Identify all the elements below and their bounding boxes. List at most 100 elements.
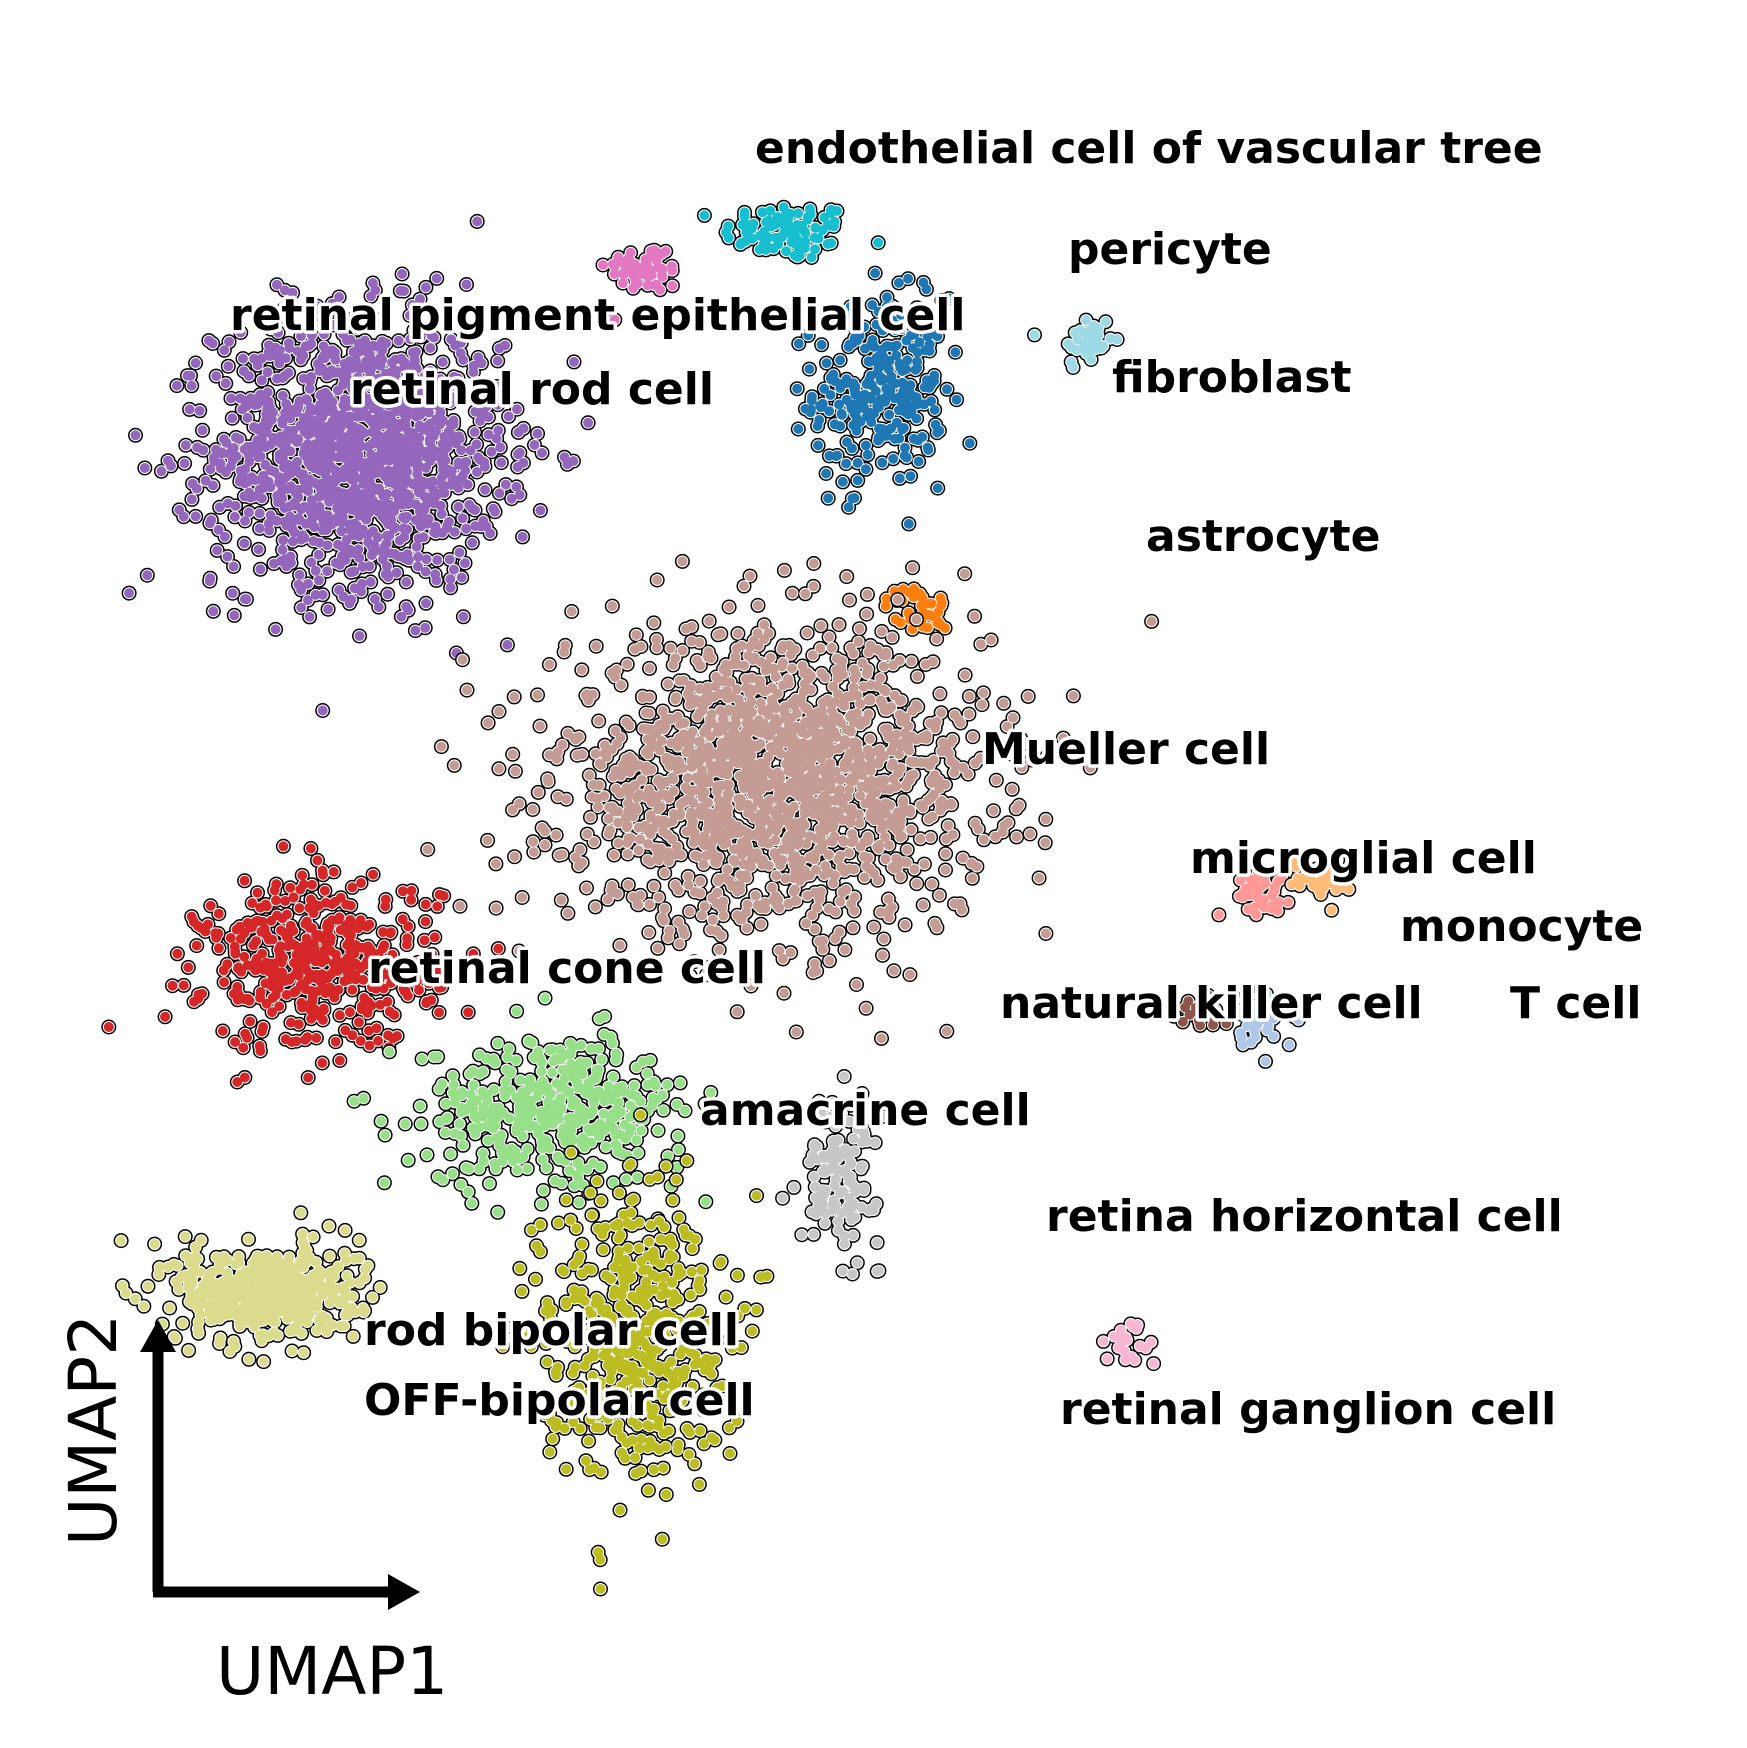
point <box>666 261 677 272</box>
point <box>821 468 832 479</box>
point <box>884 409 895 420</box>
point <box>204 518 215 529</box>
point <box>420 622 431 633</box>
point <box>860 343 870 354</box>
point <box>1100 316 1111 327</box>
point <box>942 384 952 395</box>
point <box>806 252 817 263</box>
point <box>609 314 620 325</box>
point <box>130 430 141 441</box>
point <box>514 447 525 458</box>
point <box>823 493 834 504</box>
point <box>883 364 894 375</box>
point <box>625 247 636 258</box>
point <box>336 526 347 537</box>
point <box>851 425 862 436</box>
point <box>456 445 467 456</box>
point <box>876 375 887 386</box>
point <box>841 458 852 469</box>
point <box>873 237 884 248</box>
point <box>275 473 286 484</box>
point <box>472 216 483 227</box>
point <box>932 483 943 494</box>
point <box>847 493 858 504</box>
point <box>229 610 240 621</box>
point <box>1081 348 1092 359</box>
point <box>667 280 678 291</box>
point <box>397 269 408 279</box>
point <box>950 347 961 358</box>
point <box>444 554 455 565</box>
point <box>469 427 480 438</box>
point <box>517 531 528 542</box>
point <box>832 206 842 216</box>
point <box>888 453 899 464</box>
point <box>394 535 405 546</box>
point <box>430 446 440 457</box>
point <box>1091 336 1102 347</box>
point <box>852 457 863 468</box>
point <box>758 240 769 251</box>
point <box>862 449 873 460</box>
point <box>180 440 191 451</box>
point <box>877 424 888 435</box>
point <box>881 341 892 352</box>
point <box>894 473 905 484</box>
point <box>441 523 452 534</box>
point <box>822 239 833 249</box>
point <box>219 345 230 356</box>
point <box>828 221 839 232</box>
point <box>897 424 908 435</box>
point <box>486 446 497 457</box>
point <box>156 466 167 477</box>
point <box>443 464 454 475</box>
point <box>380 514 391 525</box>
point <box>253 544 264 555</box>
point <box>598 260 608 270</box>
point <box>842 437 852 448</box>
point <box>381 538 392 549</box>
point <box>849 383 860 394</box>
point <box>208 480 218 491</box>
point <box>779 220 789 231</box>
point <box>254 508 265 519</box>
point <box>300 518 311 529</box>
point <box>804 204 815 214</box>
point <box>374 483 385 494</box>
point <box>860 464 871 475</box>
point <box>454 547 465 558</box>
point <box>813 440 824 451</box>
point <box>304 611 315 622</box>
point <box>310 565 321 576</box>
point <box>964 438 975 449</box>
point <box>769 219 780 230</box>
point <box>836 409 847 420</box>
point <box>262 367 273 378</box>
point <box>792 383 803 394</box>
cluster-fibroblast <box>789 265 978 532</box>
point <box>793 208 804 219</box>
point <box>518 457 529 468</box>
point <box>296 602 307 613</box>
cluster-retinal-pigment-epithelial-cell <box>595 242 680 328</box>
point <box>186 494 197 505</box>
point <box>490 506 500 517</box>
point <box>829 419 840 430</box>
point <box>432 555 443 566</box>
point <box>628 283 639 294</box>
point <box>322 566 333 577</box>
point <box>873 363 884 374</box>
point <box>367 278 378 288</box>
point <box>306 495 317 506</box>
point <box>414 506 425 517</box>
point <box>323 604 334 615</box>
point <box>1063 338 1074 349</box>
point <box>816 339 827 350</box>
point <box>227 588 238 599</box>
point <box>222 551 233 562</box>
point <box>255 564 266 575</box>
point <box>903 518 914 529</box>
point <box>274 358 285 369</box>
point <box>638 269 649 280</box>
point <box>431 273 442 284</box>
